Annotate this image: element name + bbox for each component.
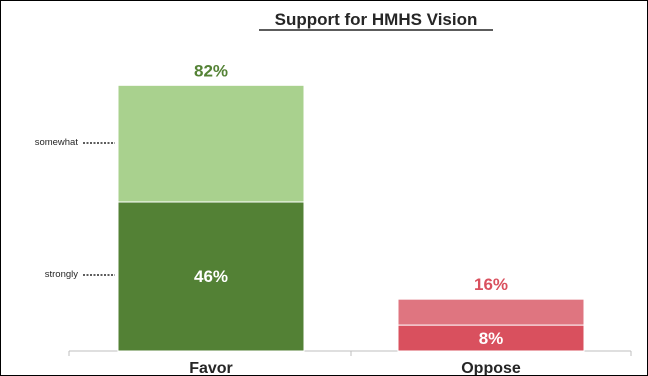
segment-label-oppose: 8% (479, 329, 504, 348)
total-label-favor: 82% (194, 61, 228, 80)
category-label-oppose: Oppose (461, 360, 521, 375)
bar-favor-strongly (117, 201, 305, 352)
category-label-favor: Favor (189, 360, 233, 375)
bar-oppose-somewhat (397, 298, 585, 326)
bar-favor-somewhat (117, 84, 305, 203)
total-label-oppose: 16% (474, 275, 508, 294)
plot-area: 82% 46% Favor 16% 8% Oppose strongly somewhat (35, 61, 632, 375)
chart-title: Support for HMHS Vision (275, 10, 478, 29)
series-label-strongly: strongly (45, 269, 79, 280)
bar-oppose-strongly (397, 324, 585, 352)
segment-label-favor: 46% (194, 267, 228, 286)
series-label-somewhat: somewhat (35, 137, 79, 148)
